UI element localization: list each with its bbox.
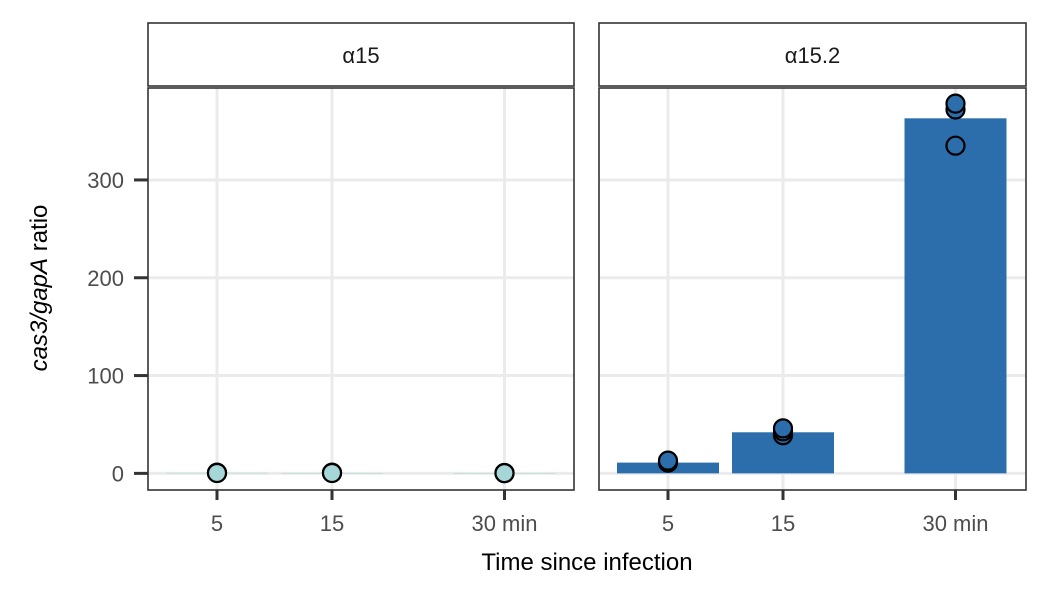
data-point (206, 462, 228, 484)
y-tick-label: 300 (87, 168, 124, 193)
facet-strip-label: α15.2 (785, 43, 841, 68)
panel-border (147, 87, 575, 491)
panel-border (598, 87, 1027, 491)
y-axis-title-plain-part: ratio (26, 205, 53, 258)
x-tick-label: 5 (211, 511, 223, 536)
data-point (945, 135, 966, 156)
y-axis-title: cas3/gapA ratio (26, 205, 53, 372)
x-tick-label: 15 (771, 511, 795, 536)
data-point (494, 463, 515, 484)
facet-strip-label: α15 (342, 43, 379, 68)
y-tick-label: 100 (87, 364, 124, 389)
data-point (657, 450, 679, 471)
data-point (945, 93, 966, 114)
facet-strip (147, 22, 575, 87)
x-axis-title: Time since infection (481, 549, 692, 576)
y-tick-label: 0 (112, 461, 124, 486)
x-tick-label: 30 min (471, 511, 537, 536)
x-tick-label: 30 min (922, 511, 988, 536)
y-axis-title-italic-part: cas3/gapA (26, 258, 53, 371)
y-tick-label: 200 (87, 266, 124, 291)
bar (904, 118, 1007, 474)
data-point (321, 462, 343, 484)
facet-strip (598, 22, 1027, 87)
x-tick-label: 15 (320, 511, 344, 536)
x-tick-label: 5 (662, 511, 674, 536)
data-point (772, 418, 794, 439)
